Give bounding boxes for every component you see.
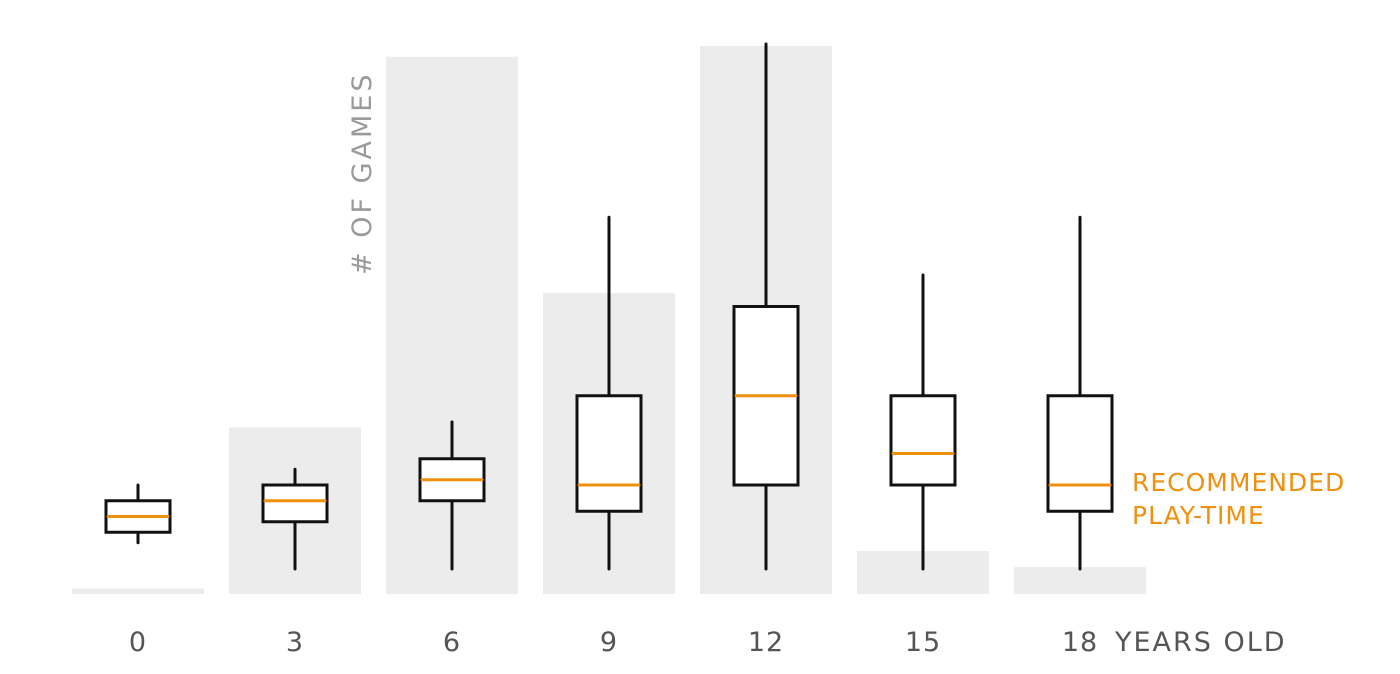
boxplot-3: [261, 467, 329, 571]
boxplot-0: [104, 483, 172, 545]
x-tick-labels: 0 3 6 9 12 15 18: [129, 627, 1098, 658]
boxplot-layer: [104, 42, 1114, 571]
boxplot-9: [575, 215, 643, 571]
iqr-box: [575, 394, 643, 513]
boxplot-15: [889, 273, 957, 571]
x-tick-15: 15: [905, 627, 941, 658]
x-tick-3: 3: [286, 627, 304, 658]
x-tick-9: 9: [600, 627, 618, 658]
boxplot-6: [418, 420, 486, 571]
x-axis-unit-label: YEARS OLD: [1114, 627, 1287, 658]
x-tick-6: 6: [443, 627, 461, 658]
box-annotation-line-2: PLAY-TIME: [1132, 501, 1265, 530]
boxplot-12: [732, 42, 800, 571]
boxplot-18: [1046, 215, 1114, 571]
box-annotation-line-1: RECOMMENDED: [1132, 468, 1345, 497]
iqr-box: [1046, 394, 1114, 513]
bar-18: [1014, 567, 1146, 594]
x-tick-12: 12: [748, 627, 784, 658]
iqr-box: [889, 394, 957, 487]
x-tick-18: 18: [1062, 627, 1098, 658]
y-axis-title: # OF GAMES: [347, 72, 378, 275]
iqr-box: [261, 483, 329, 524]
bar-0: [72, 588, 204, 594]
x-tick-0: 0: [129, 627, 147, 658]
